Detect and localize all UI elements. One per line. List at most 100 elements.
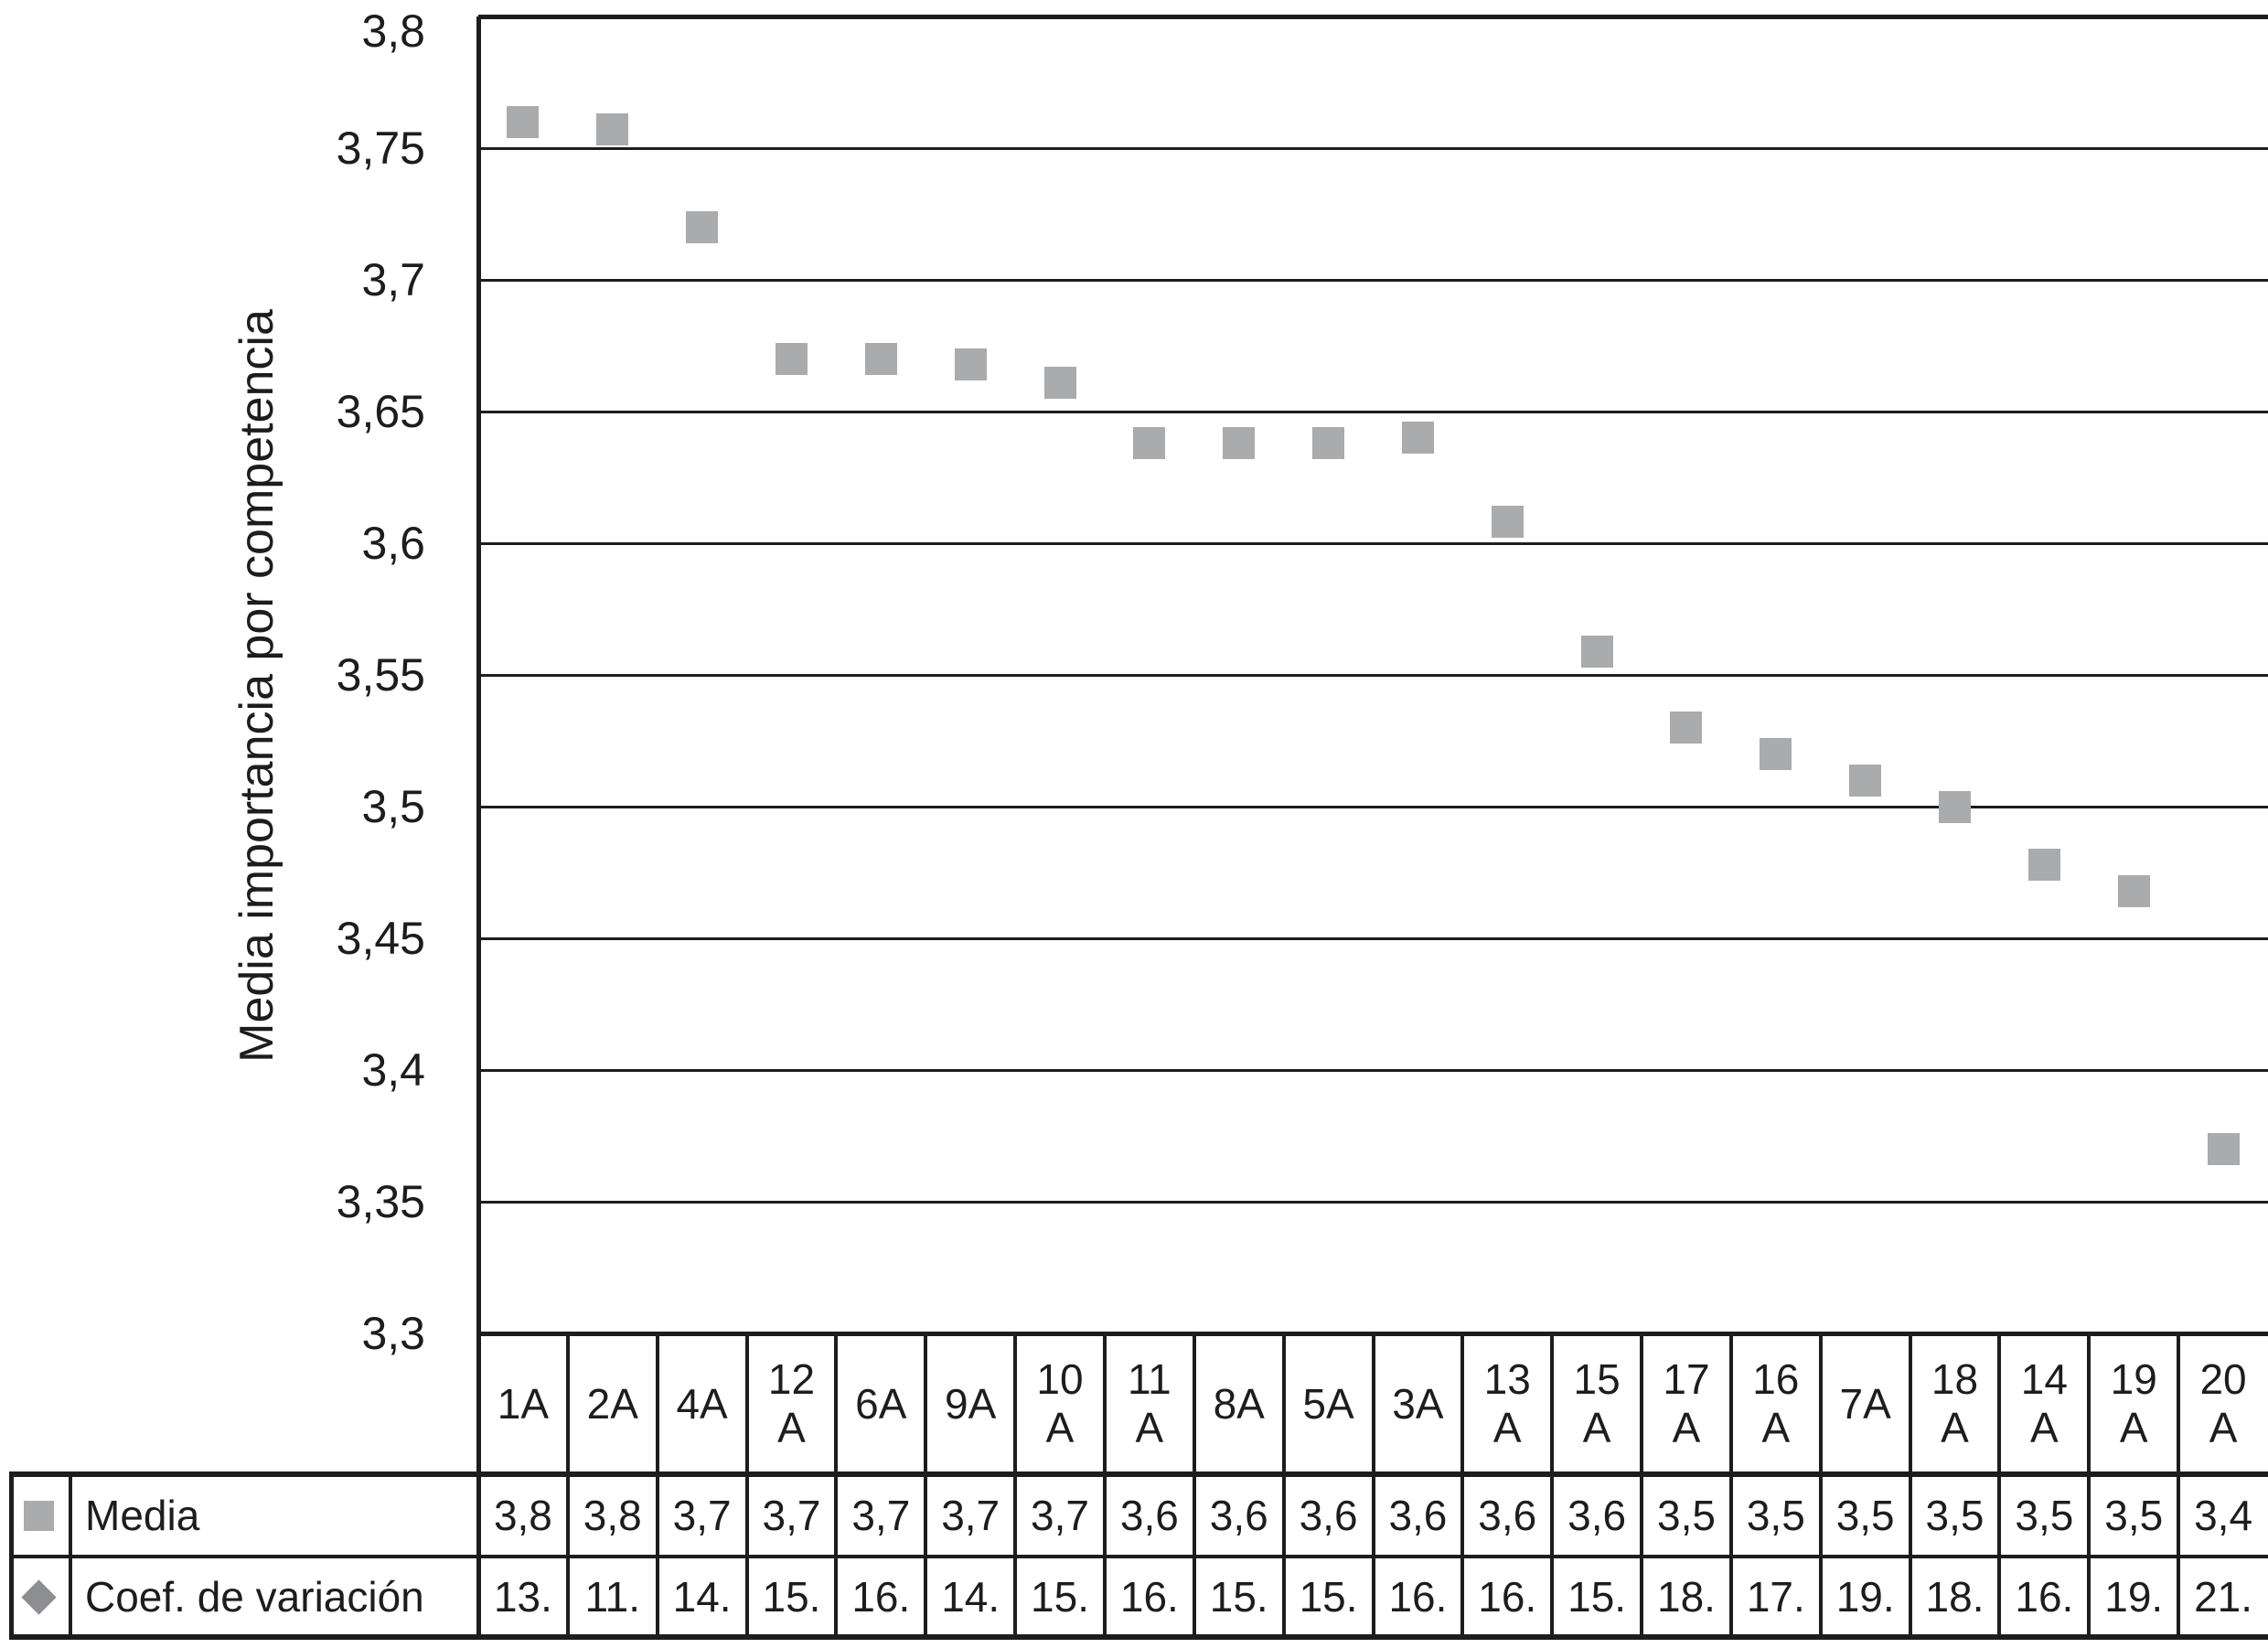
table-column-border: [1281, 1333, 1286, 1637]
data-point-marker-18A: [1939, 790, 1972, 823]
gridline: [478, 146, 2268, 150]
data-point-marker-11A: [1133, 427, 1166, 460]
x-category-label: 20 A: [2199, 1355, 2247, 1451]
coef-value-cell: 16.: [851, 1572, 911, 1621]
gridline: [478, 673, 2268, 677]
table-column-border: [565, 1333, 570, 1637]
table-column-border: [1102, 1333, 1107, 1637]
media-value-cell: 3,7: [851, 1491, 911, 1539]
media-value-cell: 3,7: [762, 1491, 821, 1539]
coef-value-cell: 15.: [762, 1572, 821, 1621]
y-axis-line: [476, 16, 481, 1637]
y-tick-label: 3,75: [336, 123, 425, 174]
data-point-marker-8A: [1223, 427, 1256, 460]
x-category-label: 7A: [1839, 1379, 1891, 1428]
data-point-marker-13A: [1491, 506, 1524, 539]
coef-value-cell: 19.: [1835, 1572, 1895, 1621]
gridline: [478, 1068, 2268, 1072]
coef-value-cell: 16.: [1478, 1572, 1537, 1621]
coef-value-cell: 15.: [1299, 1572, 1358, 1621]
data-point-marker-17A: [1670, 712, 1703, 744]
x-category-label: 11 A: [1127, 1355, 1171, 1451]
y-tick-label: 3,55: [336, 649, 425, 701]
media-value-cell: 3,5: [2104, 1491, 2164, 1539]
x-category-label: 9A: [945, 1379, 997, 1428]
x-category-label: 13 A: [1483, 1355, 1531, 1451]
coef-value-cell: 16.: [2015, 1572, 2074, 1621]
y-tick-label: 3,45: [336, 913, 425, 964]
media-value-cell: 3,5: [1925, 1491, 1984, 1539]
gridline: [478, 278, 2268, 282]
data-point-marker-19A: [2117, 874, 2150, 907]
x-category-label: 8A: [1213, 1379, 1265, 1428]
table-column-border: [655, 1333, 659, 1637]
table-column-border: [1550, 1333, 1555, 1637]
x-category-label: 4A: [676, 1379, 728, 1428]
coef-value-cell: 15.: [1031, 1572, 1089, 1621]
legend-label-media: Media: [85, 1492, 200, 1539]
gridline: [478, 805, 2268, 808]
x-category-label: 15 A: [1573, 1355, 1621, 1451]
coef-value-cell: 19.: [2104, 1572, 2164, 1621]
x-category-label: 17 A: [1663, 1355, 1710, 1451]
x-category-label: 16 A: [1752, 1355, 1800, 1451]
table-column-border: [2087, 1333, 2091, 1637]
table-column-border: [924, 1333, 928, 1637]
table-column-border: [1997, 1333, 2002, 1637]
y-tick-label: 3,35: [336, 1176, 425, 1227]
data-point-marker-3A: [1401, 422, 1434, 455]
legend-label-coef: Coef. de variación: [85, 1573, 424, 1621]
x-category-label: 10 A: [1036, 1355, 1084, 1451]
media-value-cell: 3,8: [493, 1491, 552, 1539]
table-column-border: [1013, 1333, 1018, 1637]
media-value-cell: 3,5: [1746, 1491, 1805, 1539]
coef-value-cell: 17.: [1746, 1572, 1805, 1621]
data-point-marker-9A: [954, 348, 987, 380]
data-point-marker-12A: [775, 342, 808, 375]
gridline: [478, 541, 2268, 545]
table-row-border-top: [9, 1471, 2268, 1477]
table-column-border: [1371, 1333, 1375, 1637]
data-point-marker-6A: [864, 342, 897, 375]
x-category-label: 1A: [497, 1379, 550, 1428]
table-column-border: [1818, 1333, 1823, 1637]
y-tick-label: 3,8: [361, 5, 425, 57]
legend-coef-cell: [9, 1557, 69, 1637]
x-category-label: 14 A: [2020, 1355, 2068, 1451]
table-column-border: [1460, 1333, 1465, 1637]
plot-top-border: [478, 14, 2268, 19]
x-category-label: 2A: [586, 1379, 638, 1428]
coef-value-cell: 16.: [1388, 1572, 1448, 1621]
y-tick-label: 3,6: [361, 518, 425, 569]
table-column-border: [744, 1333, 749, 1637]
table-column-border: [1908, 1333, 1912, 1637]
x-category-label: 12 A: [767, 1355, 816, 1451]
data-point-marker-14A: [2027, 848, 2060, 881]
x-category-label: 18 A: [1931, 1355, 1979, 1451]
coef-value-cell: 13.: [493, 1572, 552, 1621]
media-value-cell: 3,6: [1388, 1491, 1448, 1539]
data-point-marker-16A: [1760, 737, 1792, 770]
table-column-border: [834, 1333, 839, 1637]
x-category-label: 3A: [1392, 1379, 1444, 1428]
coef-value-cell: 15.: [1567, 1572, 1627, 1621]
media-value-cell: 3,8: [583, 1491, 642, 1539]
gridline: [478, 936, 2268, 940]
media-value-cell: 3,7: [941, 1491, 1000, 1539]
table-row-border-middle: [9, 1555, 2268, 1558]
data-point-marker-4A: [686, 210, 719, 243]
data-point-marker-7A: [1849, 764, 1882, 797]
table-column-border: [1192, 1333, 1196, 1637]
media-value-cell: 3,6: [1299, 1491, 1358, 1539]
coef-value-cell: 14.: [672, 1572, 732, 1621]
media-value-cell: 3,5: [1835, 1491, 1895, 1539]
media-value-cell: 3,7: [672, 1491, 732, 1539]
gridline: [478, 1200, 2268, 1204]
x-category-label: 6A: [855, 1379, 907, 1428]
coef-value-cell: 14.: [941, 1572, 1000, 1621]
data-point-marker-2A: [596, 113, 629, 146]
coef-value-cell: 18.: [1656, 1572, 1716, 1621]
y-tick-label: 3,4: [361, 1044, 425, 1096]
data-point-marker-10A: [1043, 366, 1076, 399]
